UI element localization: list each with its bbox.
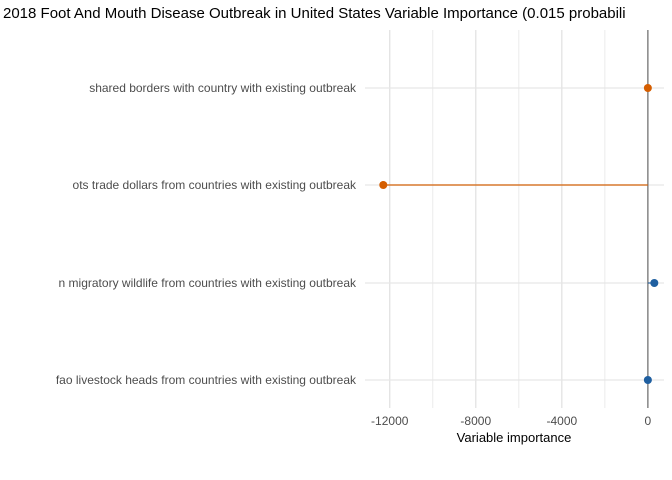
- data-marks: [379, 30, 659, 408]
- x-tick-label: -4000: [546, 414, 577, 428]
- x-axis-ticks: -12000 -8000 -4000 0: [371, 414, 651, 428]
- data-point: [643, 84, 652, 92]
- data-point: [379, 181, 388, 189]
- data-point: [643, 376, 652, 384]
- x-tick-label: -8000: [460, 414, 491, 428]
- category-label: shared borders with country with existin…: [89, 81, 357, 95]
- category-labels: shared borders with country with existin…: [56, 81, 357, 387]
- category-label: fao livestock heads from countries with …: [56, 373, 357, 387]
- category-label: n migratory wildlife from countries with…: [59, 276, 357, 290]
- x-tick-label: -12000: [371, 414, 409, 428]
- category-label: ots trade dollars from countries with ex…: [73, 178, 357, 192]
- data-point: [650, 279, 659, 287]
- x-axis-title: Variable importance: [457, 430, 572, 445]
- gridlines: [365, 30, 664, 408]
- chart-title: 2018 Foot And Mouth Disease Outbreak in …: [3, 5, 626, 22]
- x-tick-label: 0: [645, 414, 652, 428]
